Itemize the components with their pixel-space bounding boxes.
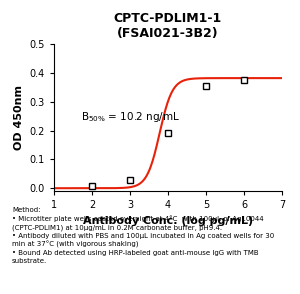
Title: CPTC-PDLIM1-1
(FSAI021-3B2): CPTC-PDLIM1-1 (FSAI021-3B2) bbox=[114, 12, 222, 40]
Y-axis label: OD 450nm: OD 450nm bbox=[14, 85, 24, 150]
Text: B$_{50\%}$ = 10.2 ng/mL: B$_{50\%}$ = 10.2 ng/mL bbox=[81, 110, 181, 124]
Text: Method:
• Microtiter plate wells coated overnight at 4°C  with 100μL of Ag10044
: Method: • Microtiter plate wells coated … bbox=[12, 207, 274, 264]
X-axis label: Antibody Conc. (log pg/mL): Antibody Conc. (log pg/mL) bbox=[83, 216, 253, 226]
